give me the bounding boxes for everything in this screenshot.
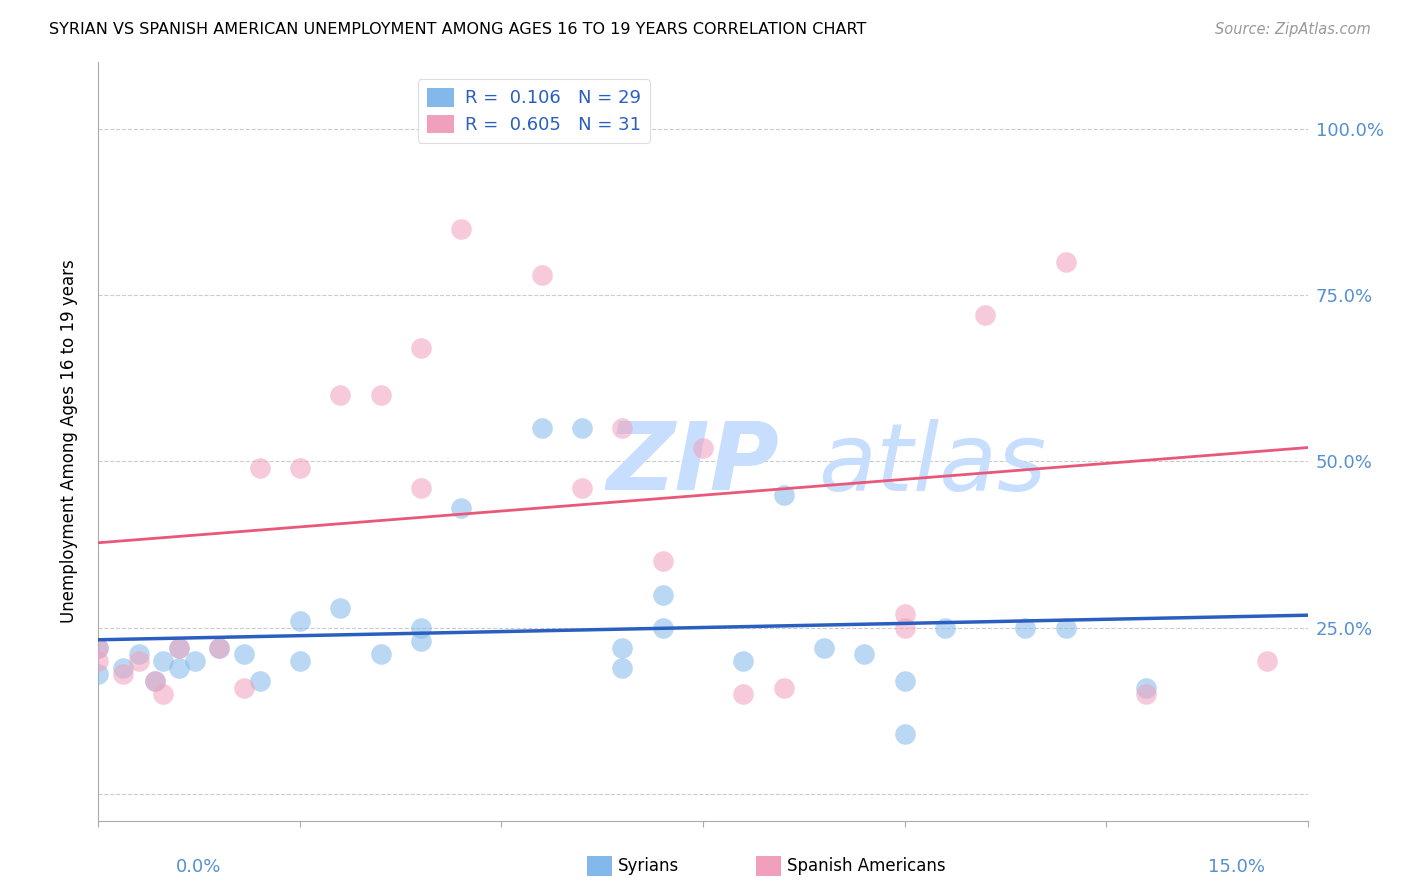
- Point: [893, 673, 915, 688]
- Point: [1135, 687, 1157, 701]
- Point: [571, 481, 593, 495]
- Point: [893, 727, 915, 741]
- Point: [111, 667, 134, 681]
- Point: [288, 654, 311, 668]
- Point: [329, 600, 352, 615]
- Point: [612, 640, 634, 655]
- Text: Source: ZipAtlas.com: Source: ZipAtlas.com: [1215, 22, 1371, 37]
- Point: [143, 673, 166, 688]
- Point: [409, 621, 432, 635]
- Point: [893, 607, 915, 622]
- Point: [87, 667, 110, 681]
- Point: [152, 654, 174, 668]
- Point: [167, 661, 190, 675]
- Text: SYRIAN VS SPANISH AMERICAN UNEMPLOYMENT AMONG AGES 16 TO 19 YEARS CORRELATION CH: SYRIAN VS SPANISH AMERICAN UNEMPLOYMENT …: [49, 22, 866, 37]
- Y-axis label: Unemployment Among Ages 16 to 19 years: Unemployment Among Ages 16 to 19 years: [59, 260, 77, 624]
- Point: [152, 687, 174, 701]
- Point: [208, 640, 231, 655]
- Point: [1054, 255, 1077, 269]
- Point: [692, 441, 714, 455]
- Point: [651, 554, 673, 568]
- Point: [111, 661, 134, 675]
- Text: ZIP: ZIP: [606, 418, 779, 510]
- Point: [87, 654, 110, 668]
- Point: [370, 388, 392, 402]
- Point: [232, 681, 254, 695]
- Point: [409, 634, 432, 648]
- Point: [167, 640, 190, 655]
- Point: [934, 621, 956, 635]
- Point: [370, 648, 392, 662]
- Point: [651, 587, 673, 601]
- Point: [249, 673, 271, 688]
- Point: [974, 308, 997, 322]
- Point: [1256, 654, 1278, 668]
- Point: [167, 640, 190, 655]
- Text: atlas: atlas: [818, 418, 1046, 510]
- Point: [409, 342, 432, 356]
- Point: [143, 673, 166, 688]
- Point: [1014, 621, 1036, 635]
- Point: [733, 654, 755, 668]
- Point: [813, 640, 835, 655]
- Point: [128, 654, 150, 668]
- Point: [128, 648, 150, 662]
- Point: [571, 421, 593, 435]
- Point: [87, 640, 110, 655]
- Point: [733, 687, 755, 701]
- Point: [409, 481, 432, 495]
- Point: [853, 648, 876, 662]
- Point: [612, 661, 634, 675]
- Point: [249, 461, 271, 475]
- Point: [184, 654, 207, 668]
- Point: [208, 640, 231, 655]
- Point: [530, 421, 553, 435]
- Text: 15.0%: 15.0%: [1208, 858, 1265, 876]
- Legend: R =  0.106   N = 29, R =  0.605   N = 31: R = 0.106 N = 29, R = 0.605 N = 31: [418, 79, 650, 143]
- Point: [87, 640, 110, 655]
- Point: [329, 388, 352, 402]
- Point: [450, 221, 472, 235]
- Point: [612, 421, 634, 435]
- Point: [772, 488, 794, 502]
- Point: [232, 648, 254, 662]
- Text: Syrians: Syrians: [617, 857, 679, 875]
- Point: [651, 621, 673, 635]
- Point: [288, 461, 311, 475]
- Point: [288, 614, 311, 628]
- Point: [530, 268, 553, 283]
- Point: [1054, 621, 1077, 635]
- Point: [772, 681, 794, 695]
- Text: 0.0%: 0.0%: [176, 858, 221, 876]
- Point: [530, 122, 553, 136]
- Point: [491, 122, 513, 136]
- Point: [450, 501, 472, 516]
- Point: [893, 621, 915, 635]
- Point: [1135, 681, 1157, 695]
- Text: Spanish Americans: Spanish Americans: [787, 857, 945, 875]
